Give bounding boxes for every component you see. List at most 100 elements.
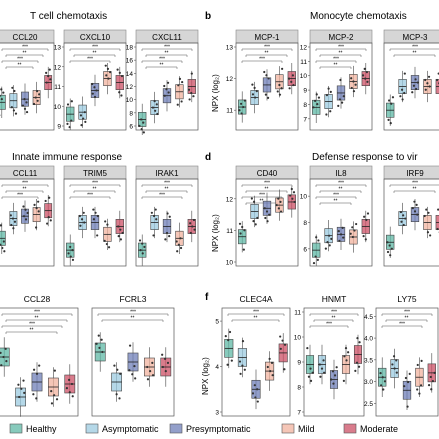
data-point xyxy=(32,102,36,106)
data-point xyxy=(151,361,154,365)
data-point xyxy=(193,228,196,231)
data-point xyxy=(12,227,15,230)
data-point xyxy=(138,239,142,242)
data-point xyxy=(312,106,315,109)
significance-bracket xyxy=(393,54,436,57)
data-point xyxy=(400,88,404,91)
data-point xyxy=(189,222,192,225)
significance-bracket xyxy=(145,190,188,193)
data-point xyxy=(97,334,100,337)
data-point xyxy=(242,248,245,251)
data-point xyxy=(317,96,321,99)
y-tick-label: 9 xyxy=(297,360,301,367)
data-point xyxy=(353,229,356,232)
data-point xyxy=(344,347,348,350)
significance-stars: *** xyxy=(253,310,259,316)
data-point xyxy=(131,373,134,376)
data-point xyxy=(281,67,284,70)
data-point xyxy=(36,89,39,93)
significance-stars: *** xyxy=(34,310,40,316)
panel-title: TRIM5 xyxy=(83,169,108,178)
data-point xyxy=(0,364,3,367)
data-point xyxy=(104,64,107,67)
data-point xyxy=(11,86,14,89)
data-point xyxy=(389,254,392,257)
data-point xyxy=(403,385,406,388)
data-point xyxy=(253,384,256,387)
y-tick-label: 2.5 xyxy=(364,401,373,408)
panel-ccl28: CCL28********** xyxy=(0,294,79,417)
data-point xyxy=(390,102,393,105)
data-point xyxy=(35,372,39,375)
data-point xyxy=(91,92,94,95)
data-point xyxy=(426,82,429,85)
data-point xyxy=(168,215,171,218)
data-point xyxy=(107,246,111,249)
legend-item-asymptomatic: Asymptomatic xyxy=(85,423,159,434)
data-point xyxy=(49,219,52,222)
significance-stars: *** xyxy=(259,57,265,63)
data-point xyxy=(118,397,121,400)
significance-stars: ** xyxy=(339,187,343,193)
legend: Healthy Asymptomatic Presymptomatic Mild Mod… xyxy=(9,423,398,434)
significance-stars: ** xyxy=(160,63,164,69)
data-point xyxy=(140,128,143,131)
significance-stars: *** xyxy=(159,57,165,63)
panel-title: CLEC4A xyxy=(239,294,272,304)
significance-stars: ** xyxy=(23,51,27,57)
data-point xyxy=(342,95,345,98)
data-point xyxy=(10,223,13,227)
significance-bracket xyxy=(381,313,433,316)
data-point xyxy=(142,131,145,134)
data-point xyxy=(426,231,430,234)
significance-stars: ** xyxy=(405,316,409,322)
y-tick-label: 8 xyxy=(303,220,307,227)
data-point xyxy=(161,365,164,369)
data-point xyxy=(4,347,7,350)
section-title-defense-response: Defense response to vir xyxy=(312,152,418,163)
data-point xyxy=(404,376,408,380)
data-point xyxy=(430,388,433,391)
significance-stars: *** xyxy=(164,181,170,187)
data-point xyxy=(251,83,254,86)
data-point xyxy=(116,368,119,371)
significance-stars: *** xyxy=(333,193,339,199)
panel-title: IRAK1 xyxy=(155,169,179,178)
data-point xyxy=(266,96,270,99)
significance-bracket xyxy=(1,184,49,187)
data-point xyxy=(47,216,50,219)
data-point xyxy=(324,247,327,250)
data-point xyxy=(315,93,318,96)
significance-bracket xyxy=(227,313,285,316)
data-point xyxy=(280,87,283,90)
significance-stars: *** xyxy=(264,45,270,51)
data-point xyxy=(256,388,259,391)
significance-stars: ** xyxy=(334,199,338,205)
y-tick-label: 12 xyxy=(126,84,134,91)
significance-bracket xyxy=(1,313,73,316)
panel-ccl20: CCL20********** xyxy=(0,29,55,131)
data-point xyxy=(146,365,149,369)
data-point xyxy=(365,71,368,74)
plot-frame xyxy=(0,178,55,267)
data-point xyxy=(351,226,354,229)
plot-frame xyxy=(309,42,373,131)
significance-stars: *** xyxy=(92,181,98,187)
data-point xyxy=(37,200,40,203)
significance-stars: ** xyxy=(23,187,27,193)
panel-title: MCP-1 xyxy=(255,33,280,42)
data-point xyxy=(68,391,71,394)
significance-bracket xyxy=(5,66,34,69)
panel-irak1: IRAK1******** xyxy=(135,165,199,267)
data-point xyxy=(117,225,120,228)
y-tick-label: 18 xyxy=(126,45,134,52)
data-point xyxy=(317,239,320,242)
plot-frame xyxy=(375,307,439,417)
data-point xyxy=(17,383,20,386)
section-letter-d: d xyxy=(205,152,211,163)
data-point xyxy=(49,78,52,81)
data-point xyxy=(347,351,350,354)
significance-bracket xyxy=(385,319,428,322)
